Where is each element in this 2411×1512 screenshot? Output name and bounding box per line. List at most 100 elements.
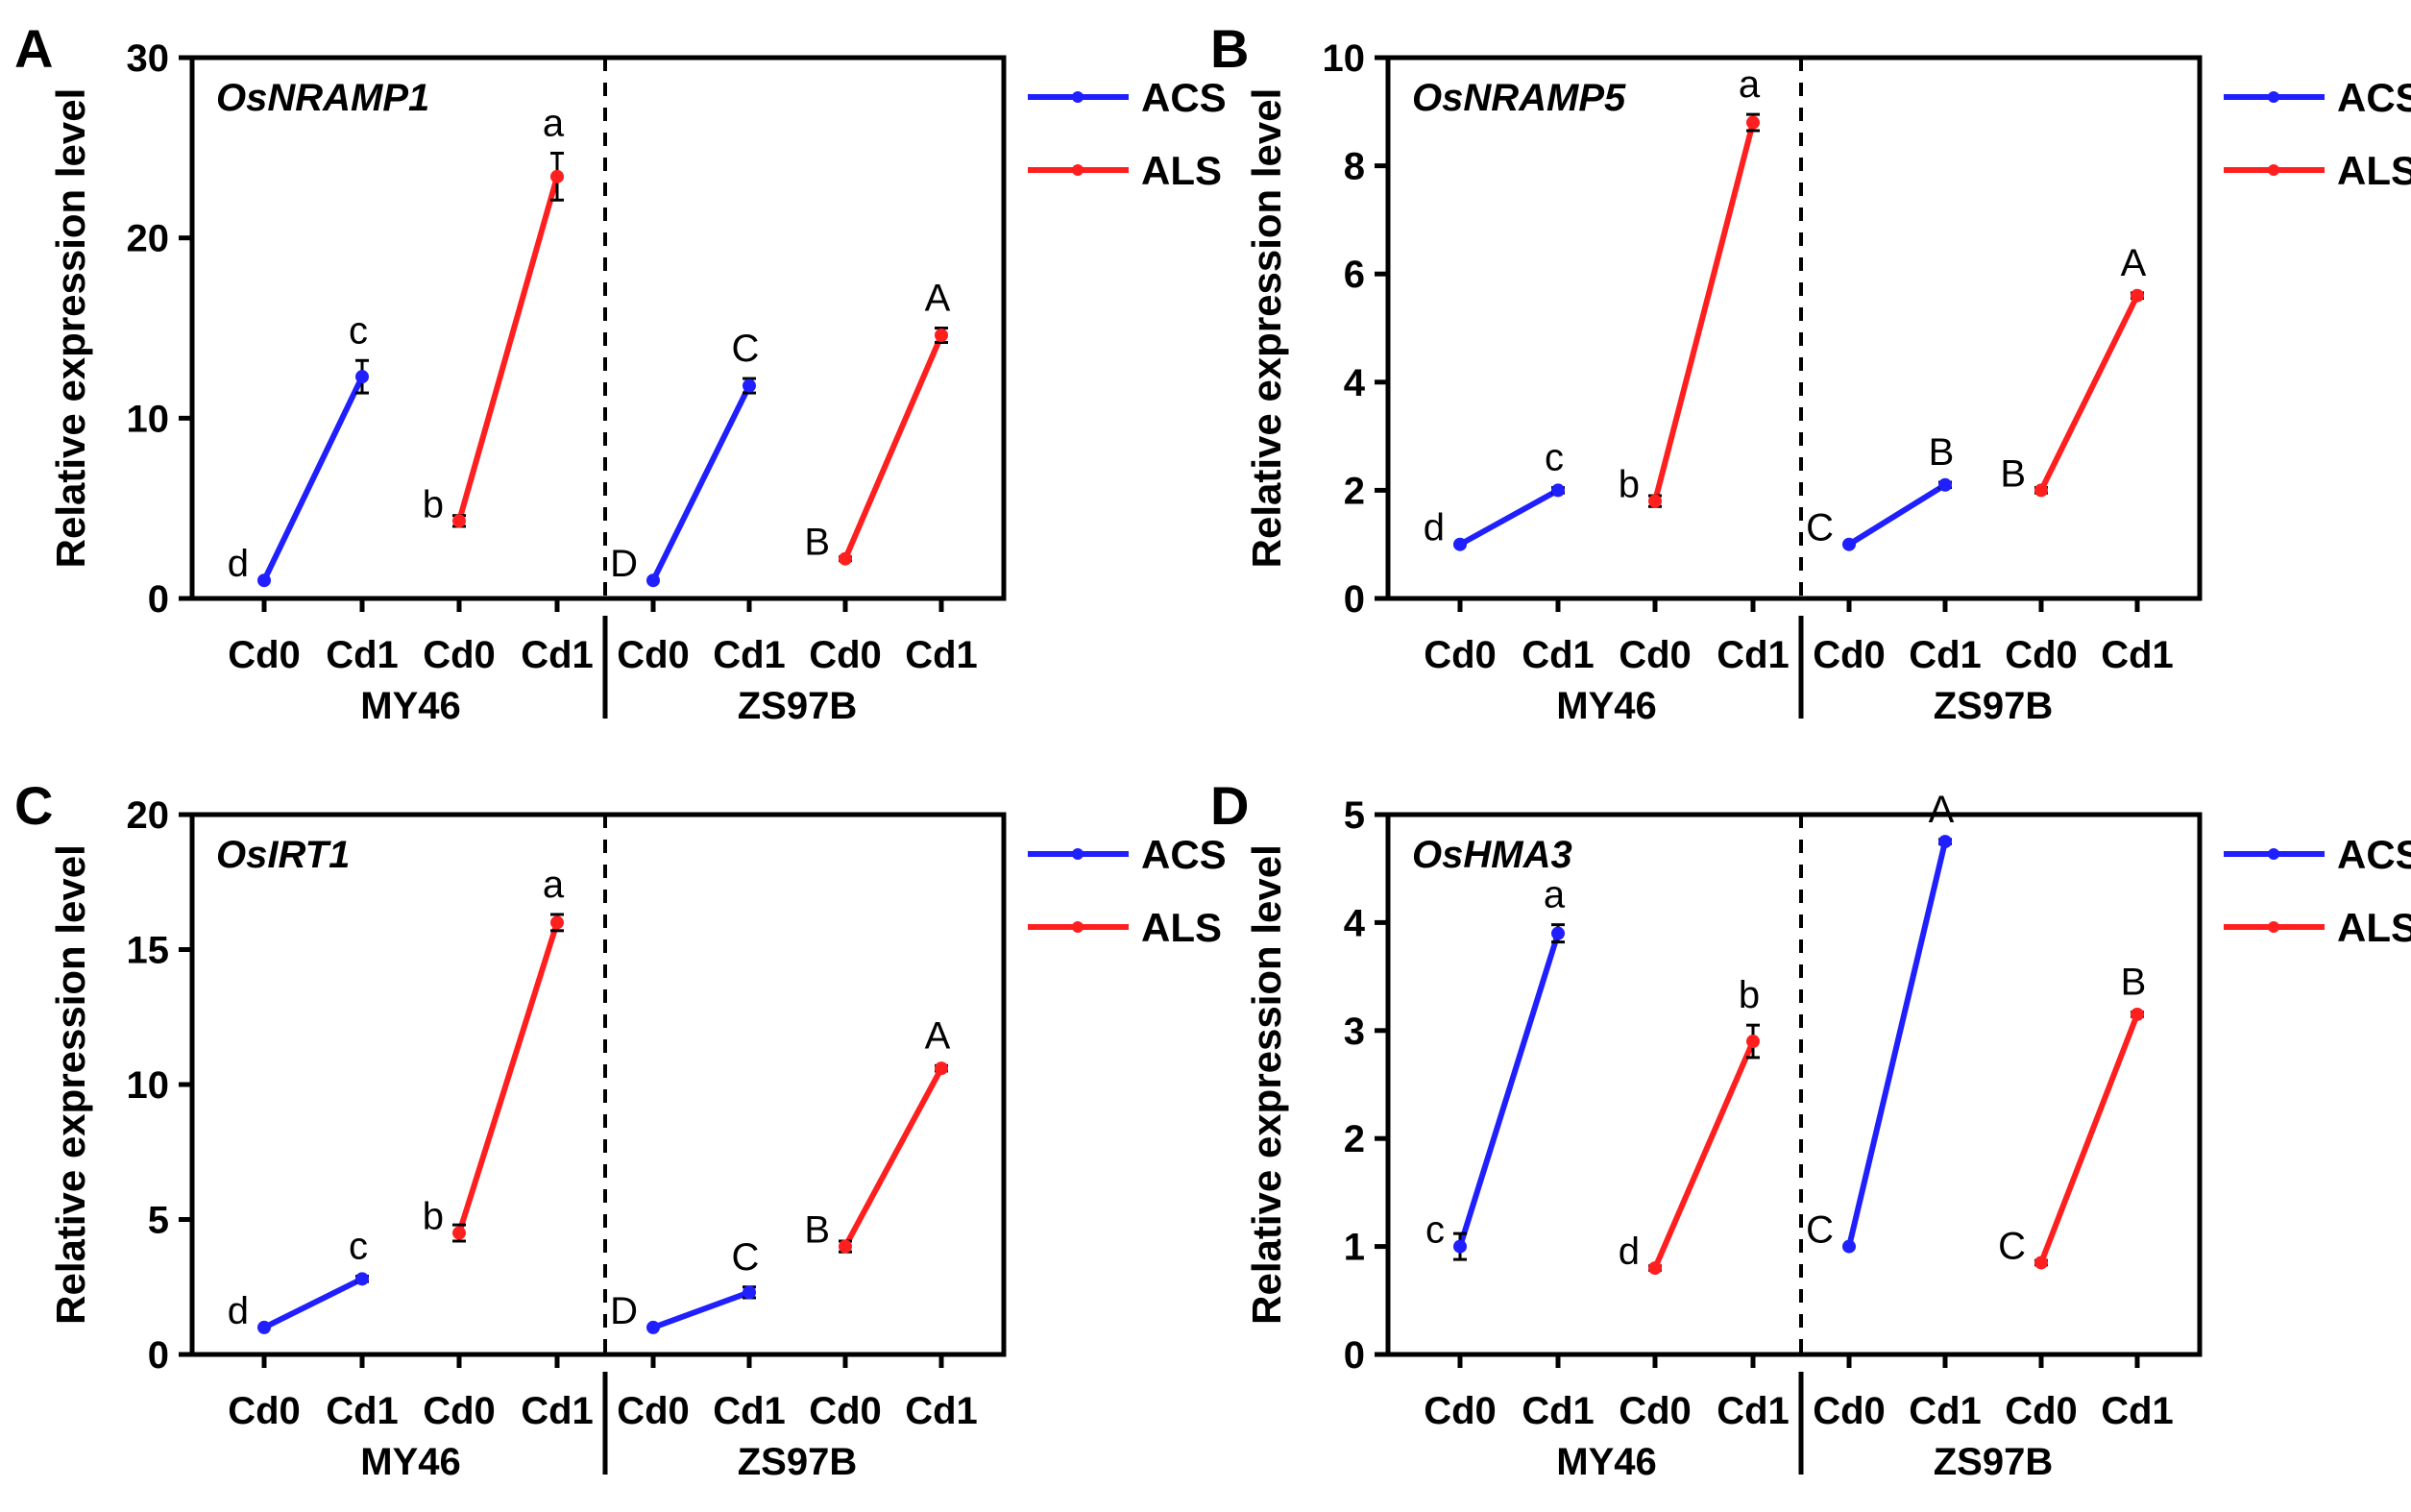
legend-label-acs: ACS xyxy=(2337,75,2411,120)
y-tick-label: 20 xyxy=(127,794,170,837)
legend-marker-acs xyxy=(1072,848,1084,860)
data-point-als xyxy=(839,1239,852,1254)
panel-d: D 0 1 2 3 4 5 Relative expression level OsHMA3 Cd… xyxy=(1210,775,2411,1483)
significance-label: a xyxy=(543,864,565,906)
gene-title: OsIRT1 xyxy=(216,834,350,876)
plot-frame xyxy=(189,812,1007,1357)
group-label: MY46 xyxy=(1556,685,1657,727)
data-point-acs xyxy=(1453,537,1467,551)
significance-label: c xyxy=(349,1226,368,1268)
significance-label: b xyxy=(423,483,444,525)
data-point-acs xyxy=(1551,926,1565,940)
series-line-als xyxy=(842,1066,944,1249)
x-tick-label: Cd1 xyxy=(1909,634,1982,676)
x-tick-label: Cd0 xyxy=(228,1390,301,1432)
data-point-acs xyxy=(1938,835,1952,849)
legend-marker-acs xyxy=(2268,848,2279,860)
y-tick-label: 3 xyxy=(1344,1011,1365,1053)
data-point-als xyxy=(2034,1256,2048,1270)
x-tick-label: Cd0 xyxy=(2005,1390,2078,1432)
group-label: ZS97B xyxy=(1934,685,2054,727)
x-tick-label: Cd1 xyxy=(713,1390,786,1432)
y-tick-label: 10 xyxy=(127,398,170,440)
legend-label-als: ALS xyxy=(2337,148,2411,193)
legend-marker-acs xyxy=(1072,91,1084,103)
x-tick-label: Cd1 xyxy=(521,1390,594,1432)
series-line-als xyxy=(456,176,560,523)
x-tick-label: Cd1 xyxy=(713,634,786,676)
x-tick-label: Cd1 xyxy=(1717,1390,1790,1432)
group-label: ZS97B xyxy=(1934,1441,2054,1483)
group-label: MY46 xyxy=(360,685,461,727)
x-tick-label: Cd1 xyxy=(905,634,978,676)
legend-marker-als xyxy=(1072,164,1084,176)
significance-label: A xyxy=(925,1014,951,1057)
x-tick-label: Cd1 xyxy=(905,1390,978,1432)
x-tick-label: Cd0 xyxy=(1619,634,1692,676)
significance-label: b xyxy=(1739,974,1760,1016)
significance-label: b xyxy=(423,1196,444,1238)
panel-letter: A xyxy=(14,18,53,79)
legend-marker-als xyxy=(2268,921,2279,933)
y-tick-label: 0 xyxy=(1344,1334,1365,1377)
y-tick-label: 2 xyxy=(1344,470,1365,512)
series-line-als xyxy=(1652,1039,1756,1270)
significance-label: d xyxy=(1619,1231,1640,1273)
x-tick-label: Cd1 xyxy=(1717,634,1790,676)
legend-label-als: ALS xyxy=(2337,905,2411,950)
y-tick-label: 0 xyxy=(1344,578,1365,621)
data-point-als xyxy=(1746,115,1760,130)
significance-label: a xyxy=(1544,874,1566,916)
panel-letter: C xyxy=(14,775,53,836)
data-point-als xyxy=(550,169,564,183)
plot-frame xyxy=(1385,812,2203,1357)
significance-label: C xyxy=(1806,507,1834,549)
plot-frame xyxy=(189,55,1007,601)
y-tick-label: 5 xyxy=(148,1200,169,1242)
x-tick-label: Cd1 xyxy=(2101,1390,2174,1432)
legend-marker-als xyxy=(2268,164,2279,176)
legend-label-acs: ACS xyxy=(1141,75,1227,120)
significance-label: A xyxy=(1929,789,1955,831)
significance-label: c xyxy=(1425,1209,1445,1252)
legend-label-als: ALS xyxy=(1141,148,1222,193)
y-tick-label: 1 xyxy=(1344,1227,1365,1269)
significance-label: A xyxy=(2121,242,2147,284)
y-tick-label: 8 xyxy=(1344,146,1365,188)
significance-label: B xyxy=(804,522,830,564)
y-tick-label: 2 xyxy=(1344,1118,1365,1160)
panel-letter: D xyxy=(1210,775,1249,836)
x-tick-label: Cd1 xyxy=(1522,1390,1595,1432)
y-tick-label: 0 xyxy=(148,1334,169,1377)
significance-label: C xyxy=(732,1236,760,1279)
y-tick-label: 6 xyxy=(1344,254,1365,296)
data-point-acs xyxy=(1842,1239,1856,1254)
x-tick-label: Cd1 xyxy=(326,634,399,676)
x-tick-label: Cd0 xyxy=(1813,1390,1886,1432)
x-tick-label: Cd1 xyxy=(326,1390,399,1432)
significance-label: D xyxy=(610,543,638,585)
data-point-acs xyxy=(355,1272,369,1286)
x-tick-label: Cd0 xyxy=(1424,1390,1497,1432)
data-point-acs xyxy=(257,1320,271,1334)
x-tick-label: Cd1 xyxy=(521,634,594,676)
group-label: MY46 xyxy=(360,1441,461,1483)
series-line-acs xyxy=(1847,482,1947,548)
significance-label: c xyxy=(349,309,368,352)
series-line-als xyxy=(2038,1012,2140,1264)
series-line-als xyxy=(456,921,560,1234)
data-point-als xyxy=(452,514,466,528)
gene-title: OsNRAMP5 xyxy=(1412,77,1626,119)
panel-c: C 0 5 10 15 20 Relative expression level OsIRT1… xyxy=(14,775,1227,1483)
data-point-als xyxy=(2131,288,2144,303)
data-point-acs xyxy=(646,1320,660,1334)
panel-a: A 0 10 20 30 Relative expression level OsNRAMP… xyxy=(14,18,1227,727)
data-point-acs xyxy=(1453,1239,1467,1254)
x-tick-label: Cd0 xyxy=(809,634,882,676)
significance-label: a xyxy=(1739,63,1761,106)
y-tick-label: 10 xyxy=(127,1064,170,1107)
significance-label: A xyxy=(925,278,951,320)
y-tick-label: 20 xyxy=(127,218,170,260)
data-point-acs xyxy=(743,378,756,393)
series-line-acs xyxy=(262,1276,364,1330)
